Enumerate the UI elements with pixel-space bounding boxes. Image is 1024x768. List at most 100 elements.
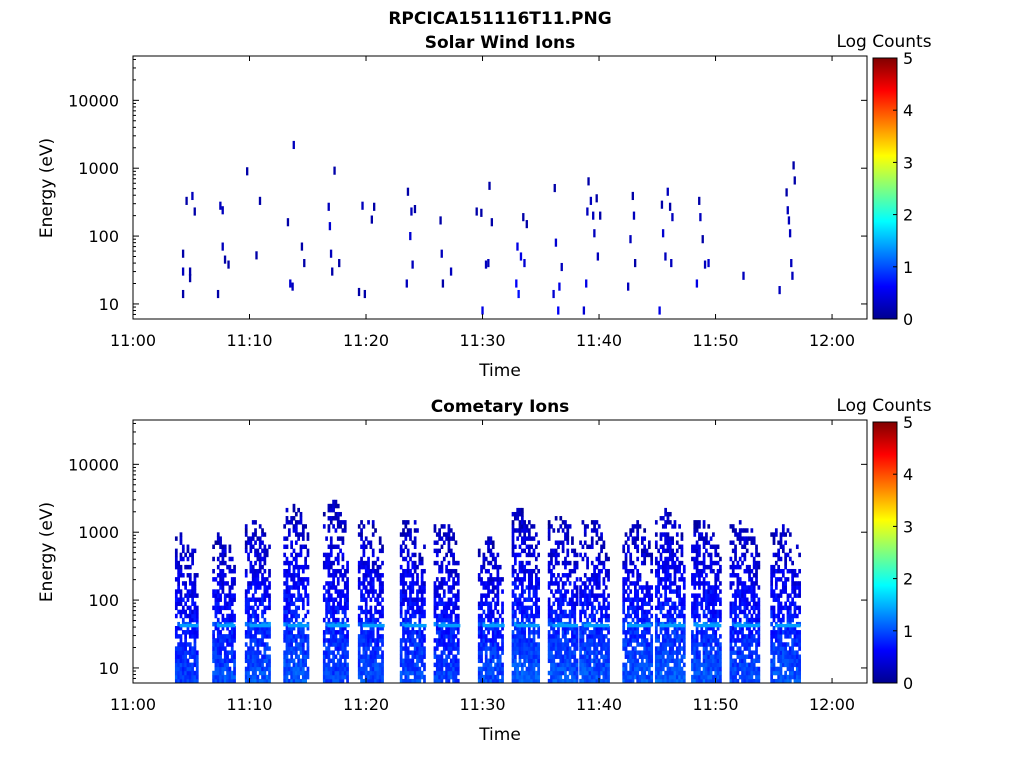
spectrogram-cell [195,613,199,619]
spectrogram-cell [586,634,589,639]
spectrogram-cell [693,666,697,672]
spectrogram-cell [513,650,517,655]
spectrogram-cell [520,646,524,651]
spectrogram-cell [750,634,754,639]
spectrogram-cell [532,552,536,558]
spectrogram-cell [675,654,679,659]
spectrogram-cell [547,621,551,627]
spectrogram-cell [487,593,490,598]
spectrogram-cell [741,560,744,566]
spectrogram-cell [445,613,448,619]
spectrogram-cell [657,678,661,683]
spectrogram-cell [695,650,699,655]
spectrogram-cell [411,630,415,635]
spectrogram-cell [650,568,654,574]
spectrogram-cell [361,201,364,210]
spectrogram-cell [188,662,192,668]
spectrogram-cell [626,573,630,578]
spectrogram-cell [263,589,267,594]
spectrogram-cell [230,658,234,664]
spectrogram-cell [233,666,236,672]
spectrogram-cell [364,564,368,570]
spectrogram-cell [590,544,594,550]
spectrogram-cell [731,634,735,639]
spectrogram-cell [750,536,754,541]
spectrogram-cell [496,646,500,651]
spectrogram-cell [729,573,733,578]
spectrogram-cell [745,642,749,647]
spectrogram-cell [423,662,426,668]
spectrogram-cell [219,662,222,668]
spectrogram-cell [381,573,384,578]
spectrogram-cell [254,548,257,554]
spectrogram-cell [364,638,368,643]
spectrogram-cell [325,678,328,683]
spectrogram-cell [597,674,601,680]
spectrogram-cell [258,564,262,570]
spectrogram-cell [297,568,301,574]
spectrogram-cell [283,605,287,611]
spectrogram-cell [745,617,749,623]
spectrogram-cell [568,646,572,651]
spectrogram-cell [624,678,628,683]
spectrogram-cell [233,613,236,619]
spectrogram-cell [597,573,601,578]
spectrogram-cell [664,646,668,651]
spectrogram-cell [654,630,658,635]
spectrogram-cell [343,520,347,525]
spectrogram-cell [501,617,504,623]
spectrogram-cell [516,638,520,643]
spectrogram-cell [411,597,415,602]
spectrogram-cell [600,544,603,550]
spectrogram-cell [360,560,363,566]
spectrogram-cell [511,540,515,545]
spectrogram-cell [731,564,735,570]
spectrogram-cell [552,617,556,623]
spectrogram-cell [263,634,267,639]
spectrogram-cell [712,654,715,659]
spectrogram-cell [263,674,267,680]
spectrogram-cell [705,532,708,537]
spectrogram-cell [664,507,668,513]
spectrogram-cell [438,617,441,623]
spectrogram-cell [671,524,674,529]
spectrogram-cell [364,589,368,594]
spectrogram-cell [263,650,267,655]
spectrogram-cell [254,540,257,545]
spectrogram-cell [404,556,408,562]
spectrogram-cell [494,650,497,655]
spectrogram-cell [513,593,517,598]
spectrogram-cell [435,548,439,554]
spectrogram-cell [445,658,448,664]
spectrogram-cell [256,642,260,647]
spectrogram-cell [731,678,735,683]
spectrogram-cell [661,568,665,574]
spectrogram-cell [249,625,253,631]
spectrogram-cell [671,654,674,659]
spectrogram-cell [564,674,567,680]
spectrogram-cell [362,593,366,598]
spectrogram-cell [290,573,294,578]
spectrogram-cell [233,564,236,570]
spectrogram-cell [247,634,250,639]
spectrogram-cell [423,646,426,651]
spectrogram-cell [695,658,699,664]
spectrogram-cell [698,581,701,586]
spectrogram-cell [290,674,294,680]
spectrogram-cell [360,654,363,659]
spectrogram-cell [622,597,626,602]
spectrogram-cell [629,613,633,619]
spectrogram-cell [695,560,699,566]
spectrogram-cell [709,564,713,570]
spectrogram-cell [191,191,194,201]
spectrogram-cell [254,597,257,602]
spectrogram-cell [550,556,553,562]
spectrogram-cell [301,536,305,541]
spectrogram-cell [445,666,448,672]
spectrogram-cell [268,593,271,598]
spectrogram-cell [675,564,679,570]
spectrogram-cell [329,613,333,619]
spectrogram-cell [673,625,677,631]
spectrogram-cell [741,654,744,659]
spectrogram-cell [399,548,403,554]
